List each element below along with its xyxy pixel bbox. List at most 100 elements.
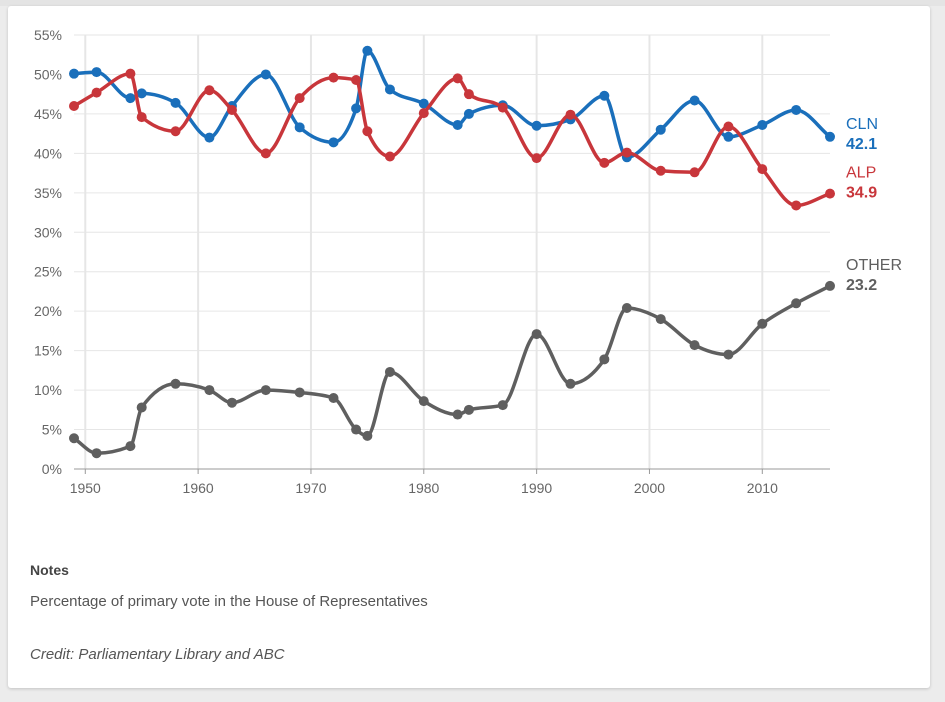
y-tick-label: 20% [34,303,62,319]
y-tick-label: 40% [34,145,62,161]
cln-data-point [91,67,102,78]
alp-data-point [452,73,463,84]
alp-data-point [384,151,395,162]
y-tick-label: 50% [34,66,62,82]
cln-data-point [655,124,666,135]
cln-data-point [384,84,395,95]
other-data-point [362,430,373,441]
top-bar [0,0,945,6]
other-data-point [418,396,429,407]
alp-data-point [531,153,542,164]
other-data-point [689,340,700,351]
alp-data-point [125,68,136,79]
notes-text: Percentage of primary vote in the House … [30,593,428,610]
cln-series-value: 42.1 [846,136,877,153]
x-tick-label: 2010 [747,480,778,496]
alp-data-point [418,108,429,119]
cln-data-point [69,68,79,79]
grid [74,34,830,469]
other-data-point [204,385,215,396]
y-tick-label: 15% [34,343,62,359]
cln-data-point [125,93,136,104]
cln-data-point [463,108,474,119]
cln-data-point [204,132,215,143]
other-data-point [136,402,147,413]
alp-data-point [825,188,835,199]
series-labels: CLN 42.1 ALP 34.9 OTHER 23.2 [846,116,902,294]
x-tick-label: 1990 [521,480,552,496]
other-data-point [723,349,734,360]
cln-data-point [328,137,339,148]
y-tick-label: 10% [34,382,62,398]
other-data-point [226,397,237,408]
cln-data-point [531,120,542,131]
cln-data-point [136,88,147,99]
other-data-point [655,314,666,325]
y-tick-label: 45% [34,106,62,122]
cln-data-point [757,119,768,130]
other-data-point [531,329,542,340]
alp-series-value: 34.9 [846,185,877,202]
x-tick-label: 1950 [70,480,101,496]
other-data-point [565,378,576,389]
y-tick-label: 30% [34,224,62,240]
cln-series-name: CLN [846,116,878,133]
alp-data-point [791,200,802,211]
other-data-point [452,409,463,420]
other-data-point [463,404,474,415]
alp-series-line [72,71,832,208]
chart-card [8,6,930,688]
other-data-point [599,354,610,365]
other-data-point [260,385,271,396]
other-data-point [91,448,102,459]
alp-data-point [655,165,666,176]
alp-data-point [362,126,373,137]
cln-data-point [689,95,700,106]
alp-data-point [565,109,576,120]
other-data-point [351,424,362,435]
other-series-value: 23.2 [846,277,877,294]
series [69,45,835,459]
other-data-point [69,433,79,444]
alp-data-point [294,93,305,104]
alp-data-point [463,89,474,100]
y-tick-label: 35% [34,185,62,201]
other-data-point [125,441,136,452]
line-chart: 0% 5% 10% 15% 20% 25% 30% 35% 40% 45% 50% 55% 1950 19… [34,27,902,496]
axes: 0% 5% 10% 15% 20% 25% 30% 35% 40% 45% 50% 55% 1950 19… [34,27,830,496]
other-data-point [497,400,508,411]
alp-data-point [621,147,632,158]
y-tick-label: 0% [42,461,62,477]
cln-data-point [791,104,802,115]
cln-data-point [452,119,463,130]
cln-data-point [260,69,271,80]
other-series-name: OTHER [846,257,902,274]
alp-series-name: ALP [846,165,876,182]
alp-data-point [351,74,362,85]
cln-data-point [351,103,362,114]
cln-data-point [362,45,373,56]
y-tick-label: 25% [34,264,62,280]
x-tick-label: 2000 [634,480,665,496]
alp-data-point [689,167,700,178]
y-tick-label: 5% [42,422,62,438]
cln-data-point [418,98,429,109]
y-tick-label: 55% [34,27,62,43]
other-data-point [328,392,339,403]
alp-data-point [136,112,147,123]
other-data-point [170,378,181,389]
alp-data-point [599,157,610,168]
alp-data-point [328,72,339,83]
alp-data-point [226,104,237,115]
other-data-point [294,387,305,398]
alp-data-point [204,85,215,96]
other-data-point [825,280,835,291]
alp-data-point [170,126,181,137]
cln-data-point [170,97,181,108]
alp-data-point [497,102,508,113]
alp-data-point [723,121,734,132]
alp-data-point [757,164,768,175]
alp-data-point [69,101,79,112]
x-tick-label: 1970 [295,480,326,496]
other-data-point [621,303,632,314]
